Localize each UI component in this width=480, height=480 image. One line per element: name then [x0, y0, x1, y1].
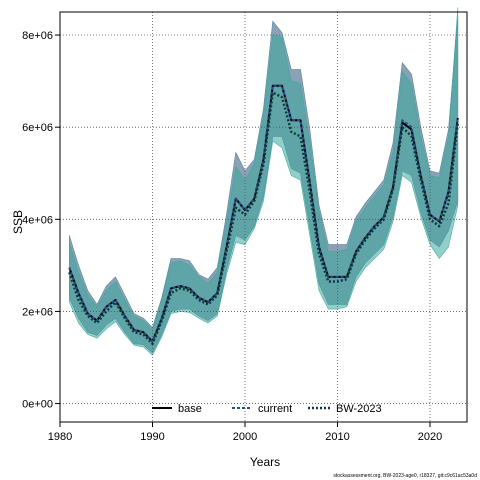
line-bw2023: [68, 91, 460, 345]
x-tick-label-2000: 2000: [233, 431, 257, 443]
y-tick-label-4000000: 4e+06: [22, 214, 53, 226]
plot-frame: [59, 11, 468, 423]
y-tick-label-8000000: 8e+06: [22, 30, 53, 42]
line-base: [68, 84, 459, 343]
y-tick-label-6000000: 6e+06: [22, 122, 53, 134]
x-tick-label-2020: 2020: [418, 431, 442, 443]
axes: 1980 1990 2000 2010 2020 0e+00 2e+06 4e+06 6e+06…: [22, 11, 468, 443]
legend: base current BW-2023: [152, 403, 382, 415]
footer-note: stockassessment.org, BW-2023-age0, r1832…: [333, 473, 477, 479]
x-tick-label-1980: 1980: [48, 431, 72, 443]
y-tick-label-0: 0e+00: [22, 399, 53, 411]
y-tick-label-2000000: 2e+06: [22, 306, 53, 318]
x-tick-label-1990: 1990: [140, 431, 164, 443]
legend-label-bw2023: BW-2023: [336, 403, 382, 415]
x-axis-title: Years: [250, 455, 280, 469]
legend-label-current: current: [258, 403, 292, 415]
band-bw2023: [69, 7, 459, 356]
legend-label-base: base: [178, 403, 202, 415]
y-axis-title: SSB: [11, 210, 25, 234]
x-tick-label-2010: 2010: [325, 431, 349, 443]
confidence-bands: [69, 7, 459, 356]
series-lines: [68, 84, 460, 345]
